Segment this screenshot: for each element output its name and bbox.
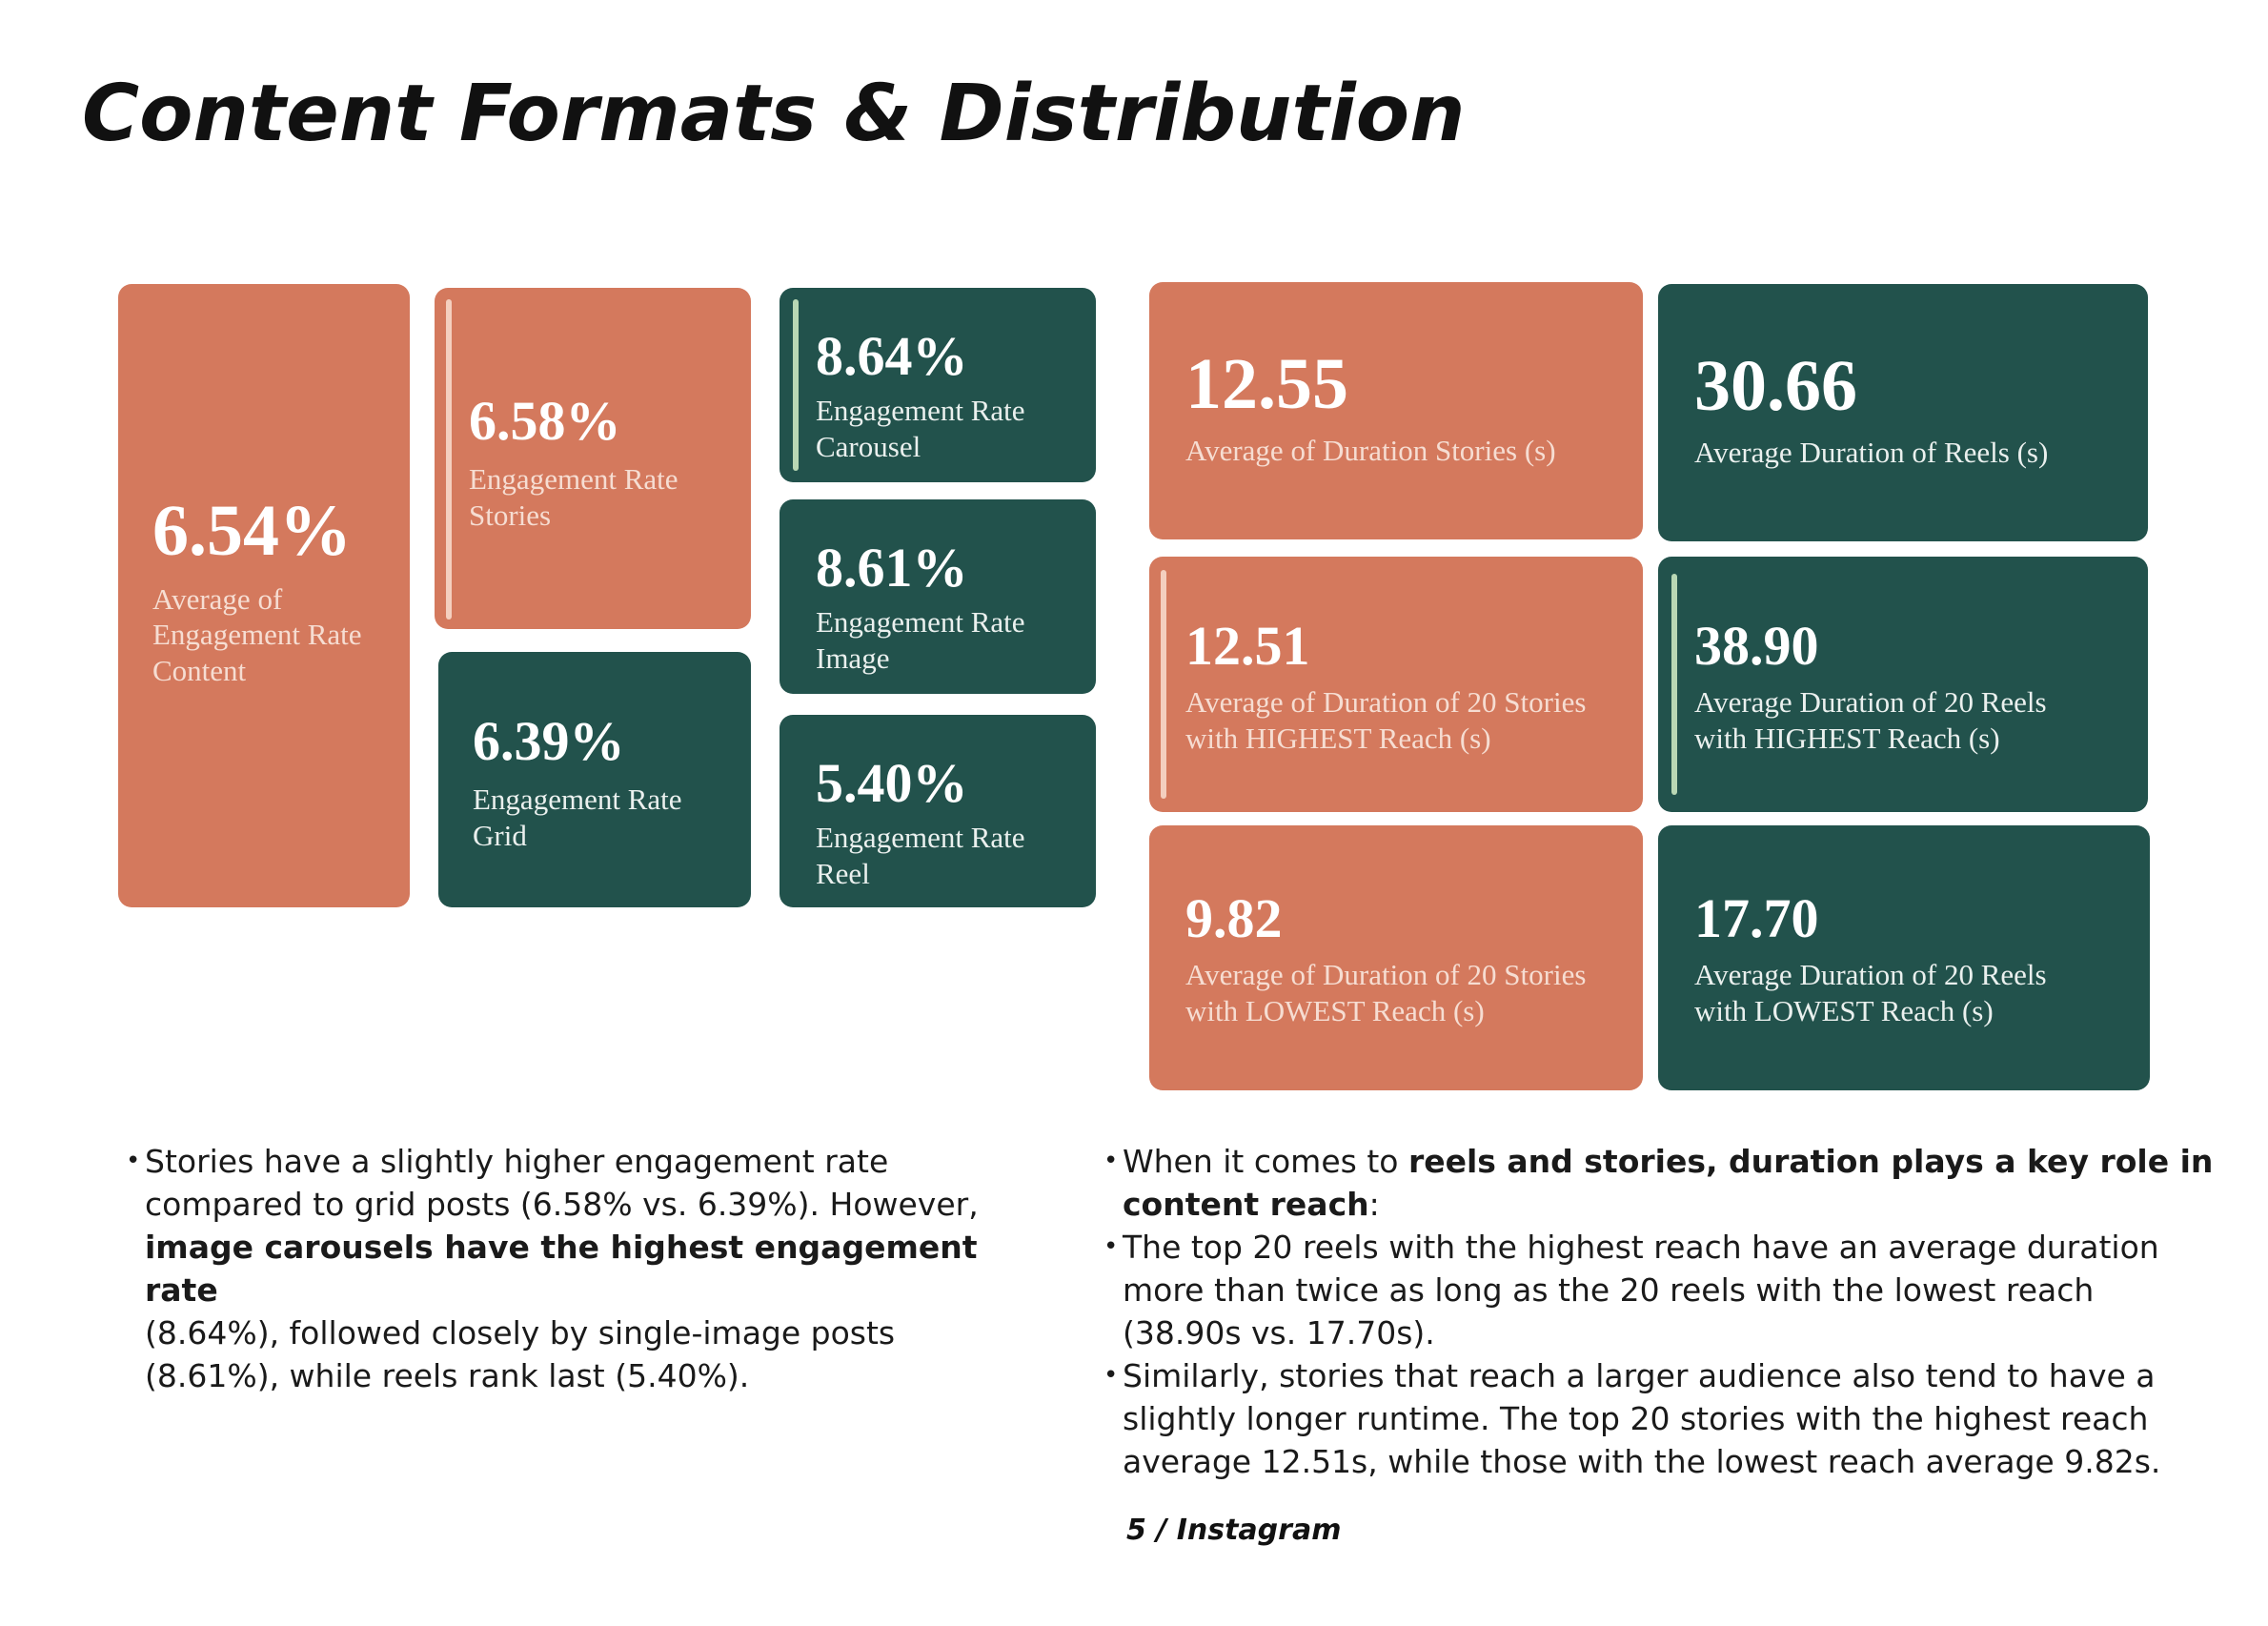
card-avg-engagement: 6.54% Average of Engagement Rate Content (118, 284, 410, 907)
bullet-item: • The top 20 reels with the highest reac… (1104, 1226, 2247, 1354)
bullet-line: (8.61%), while reels rank last (5.40%). (145, 1357, 750, 1394)
bullet-line: compared to grid posts (6.58% vs. 6.39%)… (145, 1186, 979, 1223)
bullet-bold: reels and stories, duration plays a key … (1407, 1143, 2214, 1180)
bullet-line: content reach: (1123, 1183, 2247, 1226)
card-value: 38.90 (1694, 615, 1819, 677)
bullet-line: (8.64%), followed closely by single-imag… (145, 1314, 896, 1352)
bullet-dot: • (126, 1147, 141, 1175)
bullet-item: • Similarly, stories that reach a larger… (1104, 1354, 2247, 1483)
card-label: Stories (469, 498, 552, 532)
bullet-item: • When it comes to reels and stories, du… (1104, 1140, 2247, 1226)
card-engagement-carousel: 8.64% Engagement Rate Carousel (780, 288, 1096, 482)
card-label: Average of Duration of 20 Stories (1185, 684, 1587, 719)
card-value: 5.40% (816, 752, 968, 814)
card-engagement-grid: 6.39% Engagement Rate Grid (438, 652, 751, 907)
card-label: Content (152, 654, 247, 688)
card-value: 12.51 (1185, 615, 1310, 677)
notes-right: • When it comes to reels and stories, du… (1104, 1140, 2247, 1483)
bullet-item: • Stories have a slightly higher engagem… (126, 1140, 1041, 1397)
bullet-line: image carousels have the highest engagem… (145, 1229, 978, 1309)
bullet-line: Stories have a slightly higher engagemen… (145, 1143, 889, 1180)
card-label: Engagement Rate (816, 393, 1025, 427)
card-label: Carousel (816, 429, 921, 463)
bullet-line: Similarly, stories that reach a larger a… (1123, 1357, 2156, 1394)
bullet-text: When it comes to (1123, 1143, 1408, 1180)
page-title: Content Formats & Distribution (82, 69, 1466, 159)
card-value: 6.39% (473, 710, 625, 772)
card-label: Engagement Rate (816, 604, 1025, 639)
bullet-line: The top 20 reels with the highest reach … (1123, 1229, 2159, 1266)
bullet-line: average 12.51s, while those with the low… (1123, 1443, 2161, 1480)
card-label: Engagement Rate (473, 782, 682, 816)
card-value: 9.82 (1185, 887, 1283, 949)
card-engagement-image: 8.61% Engagement Rate Image (780, 499, 1096, 694)
card-duration-reels-low: 17.70 Average Duration of 20 Reels with … (1658, 825, 2150, 1090)
card-duration-stories-high: 12.51 Average of Duration of 20 Stories … (1149, 557, 1643, 812)
card-label: Reel (816, 856, 870, 890)
card-label: Image (816, 640, 890, 675)
card-label: Engagement Rate (816, 820, 1025, 854)
card-label: with LOWEST Reach (s) (1185, 993, 1485, 1027)
card-duration-stories: 12.55 Average of Duration Stories (s) (1149, 282, 1643, 539)
bullet-dot: • (1104, 1361, 1119, 1390)
card-value: 30.66 (1694, 346, 1857, 426)
card-duration-reels-high: 38.90 Average Duration of 20 Reels with … (1658, 557, 2148, 812)
card-value: 12.55 (1185, 344, 1348, 424)
bullet-dot: • (1104, 1147, 1119, 1175)
bullet-line: When it comes to reels and stories, dura… (1123, 1140, 2247, 1183)
card-engagement-stories: 6.58% Engagement Rate Stories (435, 288, 751, 629)
card-label: with HIGHEST Reach (s) (1185, 721, 1491, 755)
card-label: with LOWEST Reach (s) (1694, 993, 1994, 1027)
card-value: 17.70 (1694, 887, 1819, 949)
bullet-line: slightly longer runtime. The top 20 stor… (1123, 1400, 2149, 1437)
card-label: Average Duration of 20 Reels (1694, 957, 2047, 991)
card-label: Average Duration of Reels (s) (1694, 435, 2049, 469)
card-value: 8.61% (816, 537, 968, 599)
accent-bar (1671, 574, 1677, 795)
accent-bar (446, 299, 452, 620)
card-value: 6.58% (469, 390, 621, 452)
card-label: with HIGHEST Reach (s) (1694, 721, 2000, 755)
page-footer: 5 / Instagram (1126, 1514, 1342, 1547)
card-label: Average of (152, 581, 283, 616)
card-duration-reels: 30.66 Average Duration of Reels (s) (1658, 284, 2148, 541)
card-label: Engagement Rate (152, 618, 362, 652)
card-label: Average of Duration Stories (s) (1185, 433, 1556, 467)
card-value: 8.64% (816, 325, 968, 387)
bullet-text: : (1368, 1186, 1380, 1223)
card-label: Grid (473, 818, 527, 852)
card-label: Average of Duration of 20 Stories (1185, 957, 1587, 991)
card-duration-stories-low: 9.82 Average of Duration of 20 Stories w… (1149, 825, 1643, 1090)
accent-bar (793, 299, 799, 471)
bullet-line: more than twice as long as the 20 reels … (1123, 1271, 2095, 1309)
card-value: 6.54% (152, 491, 352, 571)
card-label: Engagement Rate (469, 461, 678, 496)
card-engagement-reel: 5.40% Engagement Rate Reel (780, 715, 1096, 907)
notes-left: • Stories have a slightly higher engagem… (126, 1140, 1041, 1397)
bullet-line: (38.90s vs. 17.70s). (1123, 1314, 1435, 1352)
bullet-bold: content reach (1123, 1186, 1369, 1223)
accent-bar (1161, 570, 1166, 799)
card-label: Average Duration of 20 Reels (1694, 684, 2047, 719)
bullet-dot: • (1104, 1232, 1119, 1261)
